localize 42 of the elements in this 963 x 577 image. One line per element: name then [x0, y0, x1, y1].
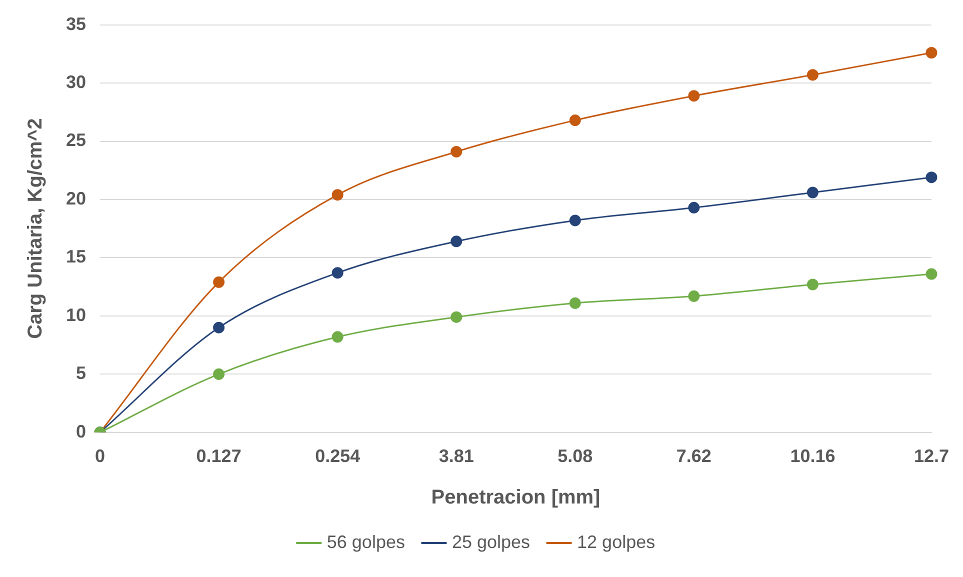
- x-tick-label: 0.127: [196, 446, 242, 466]
- legend-label: 12 golpes: [577, 532, 656, 552]
- y-tick-label: 25: [66, 130, 86, 150]
- point: [213, 368, 225, 380]
- point: [926, 268, 938, 280]
- point: [569, 214, 581, 226]
- point: [450, 311, 462, 323]
- legend-label: 25 golpes: [452, 532, 530, 552]
- point: [806, 69, 818, 81]
- point: [332, 267, 344, 279]
- y-tick-label: 5: [76, 363, 86, 384]
- point: [332, 331, 344, 343]
- point: [569, 114, 581, 126]
- y-tick-label: 35: [66, 14, 86, 34]
- point: [332, 189, 344, 201]
- point: [213, 322, 225, 334]
- legend-label: 56 golpes: [326, 532, 405, 552]
- y-tick-label: 10: [66, 304, 86, 325]
- y-tick-label: 20: [66, 188, 86, 208]
- point: [569, 297, 581, 309]
- x-tick-label: 12.7: [914, 446, 950, 466]
- y-tick-label: 15: [66, 246, 86, 267]
- y-tick-label: 0: [76, 421, 86, 442]
- point: [213, 276, 225, 288]
- point: [926, 172, 938, 184]
- x-tick-label: 10.16: [790, 446, 836, 466]
- x-tick-label: 7.62: [676, 446, 712, 466]
- x-tick-label: 5.08: [558, 446, 593, 466]
- point: [806, 278, 818, 290]
- point: [926, 47, 938, 58]
- x-tick-label: 3.81: [438, 446, 474, 466]
- point: [688, 90, 700, 102]
- point: [688, 290, 700, 302]
- point: [806, 186, 818, 198]
- y-tick-label: 30: [66, 72, 86, 92]
- point: [688, 202, 700, 214]
- x-tick-label: 0.254: [315, 446, 360, 466]
- point: [450, 146, 462, 158]
- x-axis-title: Penetracion [mm]: [431, 486, 600, 509]
- point: [450, 236, 462, 248]
- y-axis-title: Carg Unitaria, Kg/cm^2: [24, 118, 47, 339]
- x-tick-label: 0: [95, 446, 106, 466]
